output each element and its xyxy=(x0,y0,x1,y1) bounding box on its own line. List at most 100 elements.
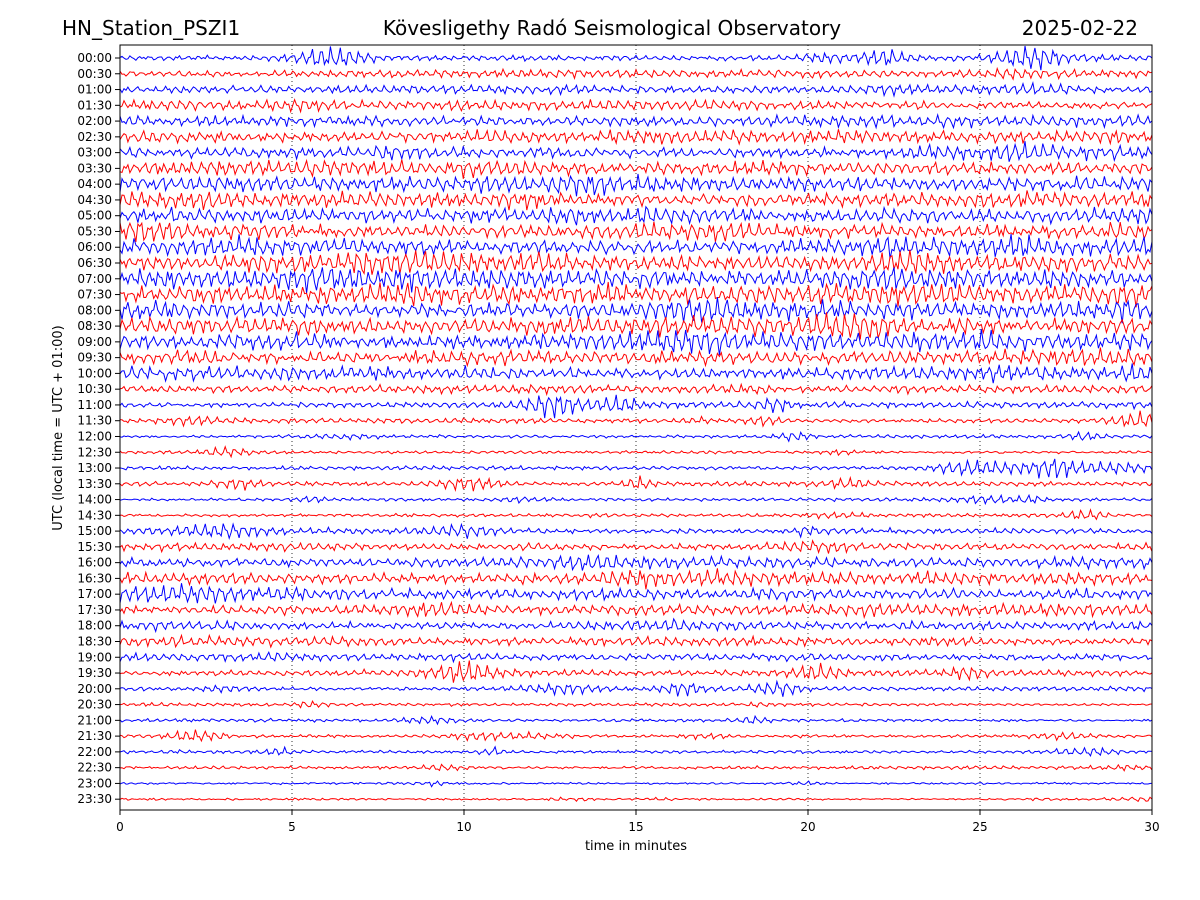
y-axis-label: UTC (local time = UTC + 01:00) xyxy=(51,325,66,530)
x-tick-label: 5 xyxy=(288,820,296,834)
y-tick-label: 08:00 xyxy=(77,303,112,317)
trace-0900 xyxy=(119,328,1153,356)
x-tick-label: 20 xyxy=(800,820,815,834)
trace-0700 xyxy=(119,267,1153,294)
station-title: HN_Station_PSZI1 xyxy=(62,16,240,40)
trace-2230 xyxy=(119,763,1153,772)
y-tick-label: 06:00 xyxy=(77,240,112,254)
trace-1130 xyxy=(120,410,1153,428)
trace-0530 xyxy=(119,221,1153,243)
y-tick-label: 05:30 xyxy=(77,224,112,238)
trace-0000 xyxy=(119,45,1153,71)
y-tick-label: 22:30 xyxy=(77,761,112,775)
y-tick-label: 00:30 xyxy=(77,67,112,81)
trace-0400 xyxy=(119,173,1153,197)
y-tick-label: 23:30 xyxy=(77,792,112,806)
y-tick-label: 02:00 xyxy=(77,114,112,128)
y-tick-label: 10:00 xyxy=(77,366,112,380)
trace-0500 xyxy=(119,205,1153,226)
y-tick-label: 01:00 xyxy=(77,83,112,97)
y-tick-label: 11:00 xyxy=(77,398,112,412)
trace-2200 xyxy=(119,745,1153,758)
trace-0830 xyxy=(119,312,1153,340)
trace-0930 xyxy=(119,347,1153,368)
trace-1200 xyxy=(119,430,1153,443)
trace-0130 xyxy=(119,98,1153,114)
y-tick-label: 15:30 xyxy=(77,540,112,554)
trace-2300 xyxy=(119,780,1153,788)
y-tick-label: 17:00 xyxy=(77,587,112,601)
y-tick-label: 00:00 xyxy=(77,51,112,65)
trace-1930 xyxy=(119,660,1153,683)
trace-1800 xyxy=(119,617,1153,634)
y-tick-label: 10:30 xyxy=(77,382,112,396)
trace-1400 xyxy=(119,493,1153,506)
trace-1300 xyxy=(119,458,1153,479)
trace-0100 xyxy=(119,80,1153,98)
x-tick-label: 0 xyxy=(116,820,124,834)
trace-0430 xyxy=(119,190,1153,211)
y-tick-label: 01:30 xyxy=(77,98,112,112)
trace-2130 xyxy=(119,729,1153,743)
y-tick-label: 19:30 xyxy=(77,666,112,680)
trace-0630 xyxy=(119,249,1153,275)
trace-0030 xyxy=(119,66,1153,81)
trace-1330 xyxy=(119,475,1153,493)
y-tick-label: 18:00 xyxy=(77,619,112,633)
chart-title: Kövesligethy Radó Seismological Observat… xyxy=(383,16,841,40)
y-tick-label: 12:30 xyxy=(77,445,112,459)
y-tick-label: 07:00 xyxy=(77,272,112,286)
y-tick-label: 21:00 xyxy=(77,713,112,727)
y-tick-label: 20:00 xyxy=(77,682,112,696)
x-tick-label: 30 xyxy=(1144,820,1159,834)
trace-1630 xyxy=(119,568,1153,590)
trace-0200 xyxy=(119,113,1153,130)
trace-2000 xyxy=(119,679,1153,697)
trace-0330 xyxy=(119,158,1153,179)
trace-2330 xyxy=(119,796,1153,803)
trace-1030 xyxy=(119,382,1153,397)
trace-0300 xyxy=(119,141,1153,163)
trace-1530 xyxy=(119,539,1153,555)
y-tick-label: 03:00 xyxy=(77,146,112,160)
trace-1000 xyxy=(119,363,1153,384)
y-tick-label: 04:30 xyxy=(77,193,112,207)
trace-0800 xyxy=(119,296,1153,324)
plot-frame xyxy=(119,44,1153,811)
x-tick-label: 10 xyxy=(456,820,471,834)
trace-1900 xyxy=(119,650,1153,664)
trace-1430 xyxy=(119,508,1153,521)
y-tick-label: 06:30 xyxy=(77,256,112,270)
y-tick-label: 16:00 xyxy=(77,556,112,570)
y-tick-label: 05:00 xyxy=(77,209,112,223)
seismic-traces xyxy=(119,45,1153,803)
y-tick-label: 14:00 xyxy=(77,493,112,507)
trace-2030 xyxy=(119,700,1153,709)
trace-2100 xyxy=(119,714,1153,726)
y-tick-label: 23:00 xyxy=(77,776,112,790)
trace-1730 xyxy=(119,600,1153,620)
trace-1100 xyxy=(119,394,1153,419)
y-tick-label: 14:30 xyxy=(77,508,112,522)
trace-1600 xyxy=(119,553,1153,572)
y-tick-label: 11:30 xyxy=(77,414,112,428)
grid-lines xyxy=(291,45,981,810)
y-tick-label: 12:00 xyxy=(77,429,112,443)
y-tick-label: 17:30 xyxy=(77,603,112,617)
y-tick-label: 19:00 xyxy=(77,650,112,664)
y-tick-label: 13:00 xyxy=(77,461,112,475)
y-tick-label: 04:00 xyxy=(77,177,112,191)
trace-1830 xyxy=(119,633,1153,649)
x-tick-labels: 0 5 10 15 20 25 30 xyxy=(116,810,1160,834)
y-tick-label: 15:00 xyxy=(77,524,112,538)
x-tick-label: 25 xyxy=(972,820,987,834)
trace-0600 xyxy=(119,234,1153,259)
trace-1700 xyxy=(119,583,1153,604)
y-tick-label: 21:30 xyxy=(77,729,112,743)
trace-1230 xyxy=(119,445,1153,459)
trace-0730 xyxy=(119,281,1153,308)
y-tick-label: 03:30 xyxy=(77,161,112,175)
y-tick-label: 08:30 xyxy=(77,319,112,333)
